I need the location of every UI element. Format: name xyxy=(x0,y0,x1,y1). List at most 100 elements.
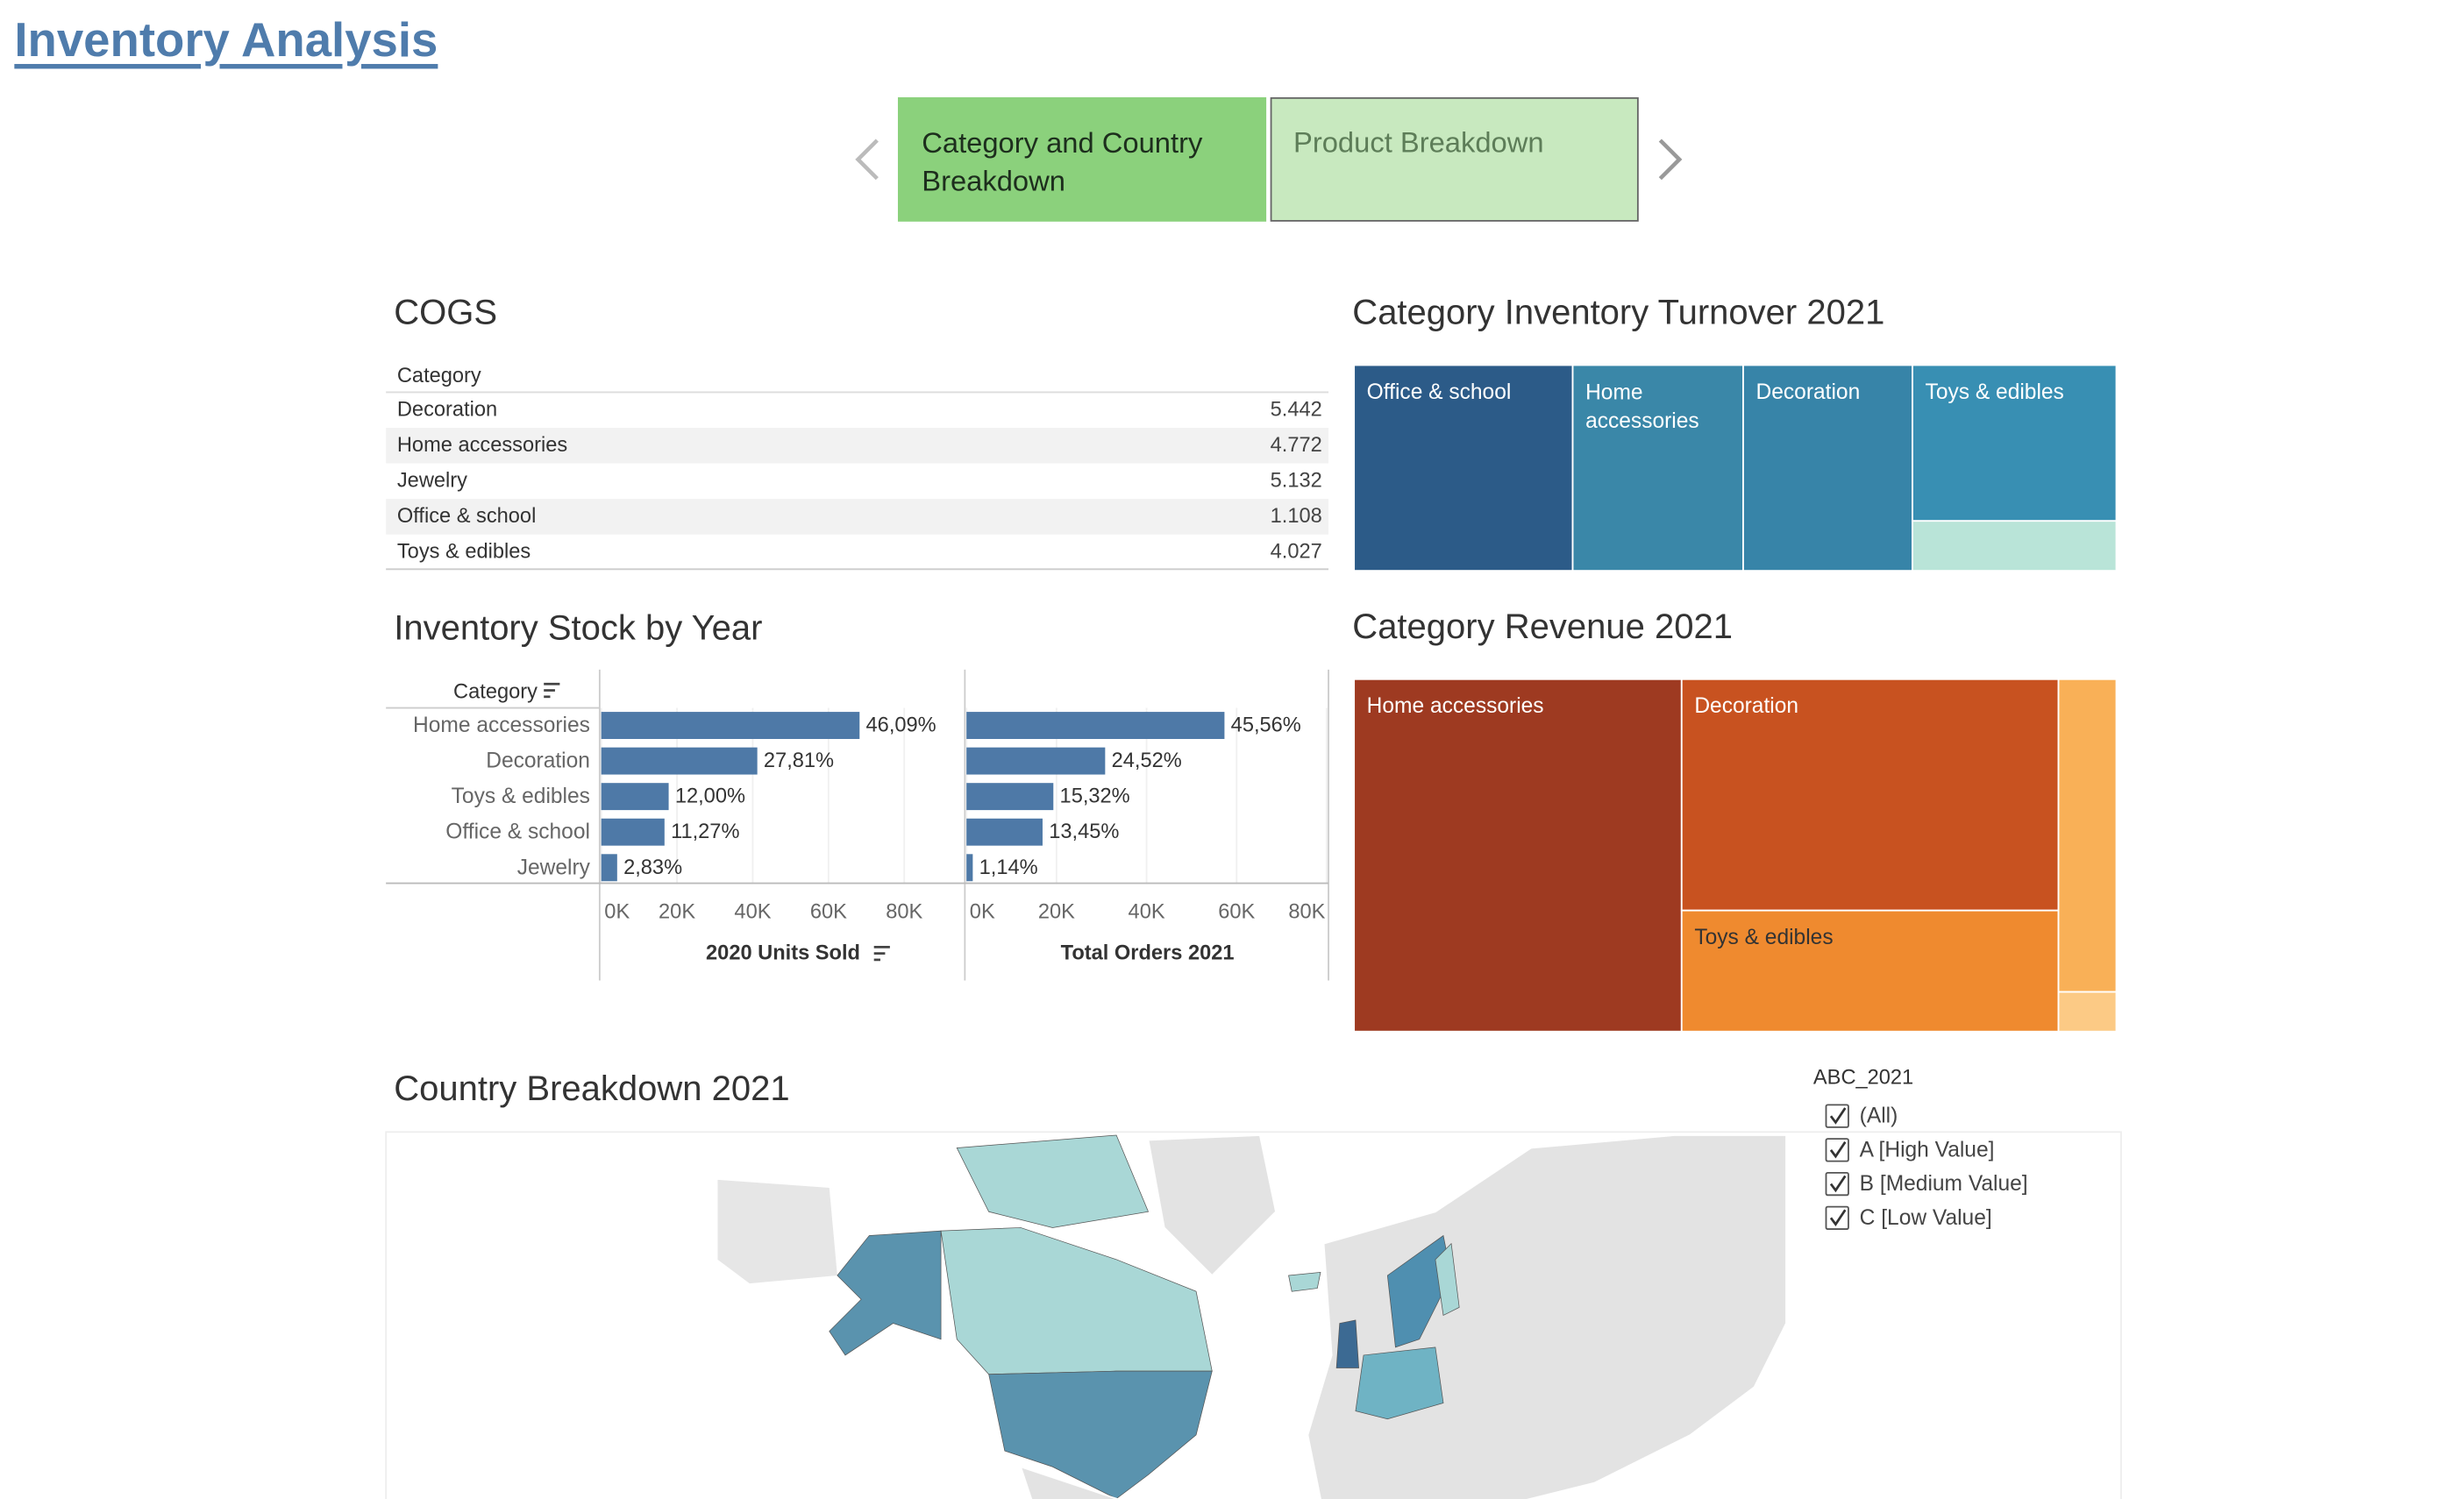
chart-title: Category Revenue 2021 xyxy=(1352,607,1733,646)
row-shade xyxy=(386,499,1329,535)
page-title[interactable]: Inventory Analysis xyxy=(14,13,438,67)
cell-value: 4.027 xyxy=(1271,541,1322,564)
x-tick-label: 60K xyxy=(810,900,847,923)
x-tick-label: 20K xyxy=(659,900,695,923)
y-tick-label: Toys & edibles xyxy=(452,785,590,808)
bar xyxy=(601,818,665,846)
treemap-cell xyxy=(1912,520,2118,572)
treemap-cell xyxy=(1680,678,2060,912)
treemap-label: Home accessories xyxy=(1367,694,1544,718)
filter-option[interactable]: B [Medium Value] xyxy=(1860,1172,2028,1196)
bar xyxy=(966,783,1054,811)
y-tick-label: Home accessories xyxy=(413,714,590,737)
tab-label[interactable]: Product Breakdown xyxy=(1293,125,1544,158)
filter-option[interactable]: (All) xyxy=(1860,1105,1898,1128)
bar xyxy=(601,747,758,775)
treemap-cell xyxy=(2057,678,2118,993)
y-tick-label: Decoration xyxy=(486,750,590,773)
check[interactable] xyxy=(1829,1107,1847,1125)
country xyxy=(829,1230,942,1356)
text-line: Home xyxy=(1585,380,1649,404)
axis-header: Category xyxy=(453,680,538,703)
treemap-label: Toys & edibles xyxy=(1926,380,2064,404)
country xyxy=(956,1134,1150,1228)
bar-label: 2,83% xyxy=(623,856,682,879)
treemap-label: Home accessories xyxy=(1585,380,1699,433)
text-line: Breakdown xyxy=(922,164,1065,196)
row-shade xyxy=(386,427,1329,464)
check[interactable] xyxy=(1829,1141,1847,1159)
bar xyxy=(966,818,1043,846)
cell-value: 1.108 xyxy=(1271,505,1322,528)
tab-label[interactable]: Category and Country Breakdown xyxy=(922,125,1210,196)
chart-title: Category Inventory Turnover 2021 xyxy=(1352,293,1884,331)
treemap-cell xyxy=(1353,678,1683,1033)
treemap-cell xyxy=(2057,991,2118,1033)
treemap-label: Office & school xyxy=(1367,380,1512,404)
treemap-label: Decoration xyxy=(1756,380,1861,404)
bar xyxy=(966,747,1106,775)
row-label: Toys & edibles xyxy=(397,541,531,564)
check[interactable] xyxy=(1829,1209,1847,1226)
y-tick-label: Office & school xyxy=(445,821,590,844)
treemap-label: Decoration xyxy=(1694,694,1798,718)
bar-label: 13,45% xyxy=(1049,821,1119,843)
filter-title: ABC_2021 xyxy=(1813,1066,1913,1089)
map-title: Country Breakdown 2021 xyxy=(394,1069,789,1108)
country xyxy=(1335,1319,1359,1368)
land xyxy=(1147,1134,1278,1277)
country xyxy=(1386,1234,1452,1348)
row-label: Office & school xyxy=(397,505,536,528)
bar xyxy=(966,854,973,882)
x-tick-label: 40K xyxy=(734,900,771,923)
row-label: Decoration xyxy=(397,398,497,421)
tab-active[interactable] xyxy=(897,96,1267,222)
country xyxy=(1288,1271,1321,1292)
country xyxy=(1355,1346,1444,1420)
bar-label: 1,14% xyxy=(979,856,1038,879)
x-tick-label: 40K xyxy=(1129,900,1165,923)
land xyxy=(717,1179,837,1284)
cell-value: 5.132 xyxy=(1271,470,1322,493)
cell-value: 4.772 xyxy=(1271,434,1322,457)
bar-label: 46,09% xyxy=(866,714,936,737)
bar-label: 11,27% xyxy=(671,821,739,843)
table-title: COGS xyxy=(394,293,497,331)
country xyxy=(988,1370,1213,1499)
bar-label: 24,52% xyxy=(1112,750,1182,772)
filter: (All) A [High Value] B [Medium Value] C [Lo… xyxy=(1825,1104,2028,1230)
chart-title: Inventory Stock by Year xyxy=(394,609,762,648)
bar xyxy=(601,854,617,882)
bar-label: 12,00% xyxy=(675,785,745,808)
treemap-cell xyxy=(1742,364,1913,572)
check[interactable] xyxy=(1829,1175,1847,1193)
filter-option[interactable]: C [Low Value] xyxy=(1860,1206,1992,1230)
x-tick-label: 80K xyxy=(1288,900,1325,923)
x-tick-label: 60K xyxy=(1218,900,1255,923)
x-tick-label: 20K xyxy=(1038,900,1075,923)
treemap-label: Toys & edibles xyxy=(1694,926,1833,949)
bar-label: 27,81% xyxy=(764,750,834,772)
filter-option[interactable]: A [High Value] xyxy=(1860,1138,1995,1162)
axis-title: Total Orders 2021 xyxy=(1061,942,1235,965)
x-tick-label: 0K xyxy=(970,900,995,923)
next-arrow[interactable] xyxy=(1658,139,1683,181)
tab[interactable] xyxy=(1270,96,1639,222)
country xyxy=(1435,1242,1460,1317)
prev-arrow[interactable] xyxy=(855,139,879,181)
bar xyxy=(601,712,860,739)
text-line: accessories xyxy=(1585,409,1699,433)
row-label: Jewelry xyxy=(397,470,467,493)
treemap-cell xyxy=(1912,364,2118,522)
row-label: Home accessories xyxy=(397,434,567,457)
cogs-table: Category Decoration 5.442 Home accessories 4… xyxy=(386,365,1329,571)
column-header: Category xyxy=(397,365,481,387)
treemap-cell xyxy=(1571,364,1744,572)
treemap-cell xyxy=(1680,909,2060,1033)
bar-label: 45,56% xyxy=(1231,714,1301,737)
bar xyxy=(601,783,669,811)
x-tick-label: 80K xyxy=(886,900,922,923)
bar xyxy=(966,712,1225,739)
